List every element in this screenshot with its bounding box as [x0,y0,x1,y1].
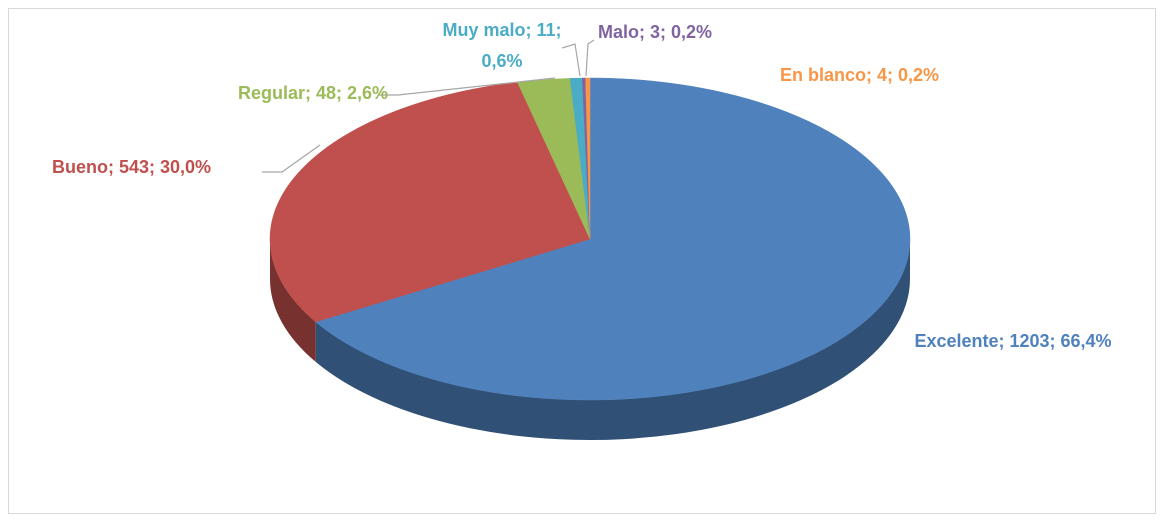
slice [269,81,591,323]
data-label: Excelente; 1203; 66,4% [914,331,1112,351]
data-label: Malo; 3; 0,2% [598,22,713,42]
data-label: Bueno; 543; 30,0% [52,157,212,177]
leader-lines [262,39,595,173]
leader-line [561,43,581,77]
leader-line [378,77,556,96]
leader-line [585,39,595,77]
slice [315,77,911,401]
slice-side [315,239,911,441]
data-label: En blanco; 4; 0,2% [780,65,940,85]
chart-frame [8,8,1156,514]
slice [585,77,591,240]
slice-side [270,239,316,362]
data-label: Muy malo; 11; 0,6% [442,20,562,71]
leader-line [262,144,321,173]
data-label: Regular; 48; 2,6% [238,83,389,103]
